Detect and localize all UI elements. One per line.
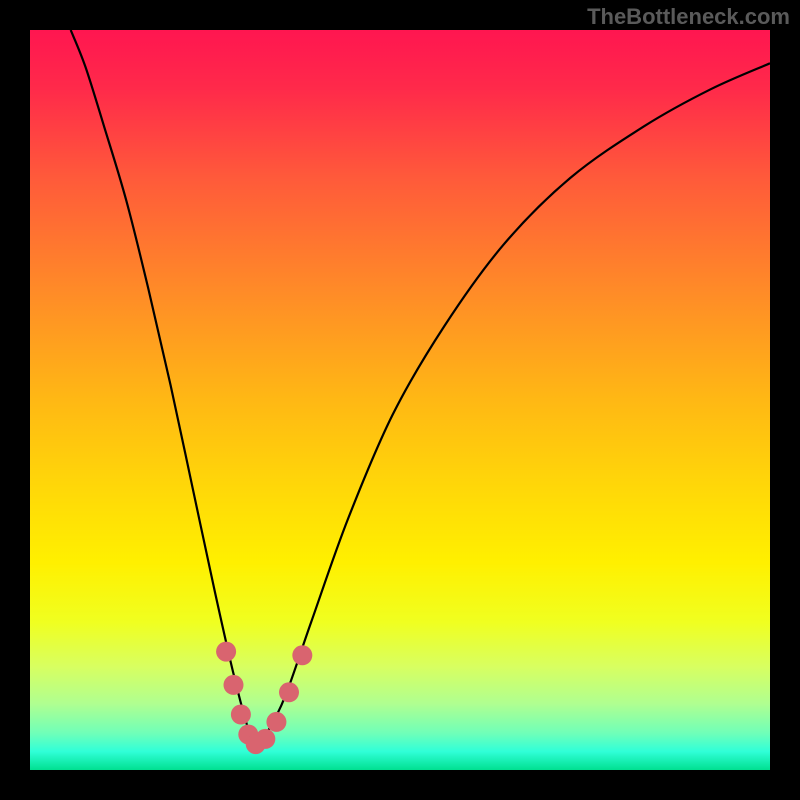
chart-container: TheBottleneck.com	[0, 0, 800, 800]
watermark-text: TheBottleneck.com	[587, 4, 790, 30]
marker-point	[292, 645, 312, 665]
marker-point	[266, 712, 286, 732]
plot-svg	[30, 30, 770, 770]
marker-point	[279, 682, 299, 702]
marker-point	[255, 729, 275, 749]
marker-point	[216, 642, 236, 662]
marker-point	[231, 705, 251, 725]
marker-point	[224, 675, 244, 695]
